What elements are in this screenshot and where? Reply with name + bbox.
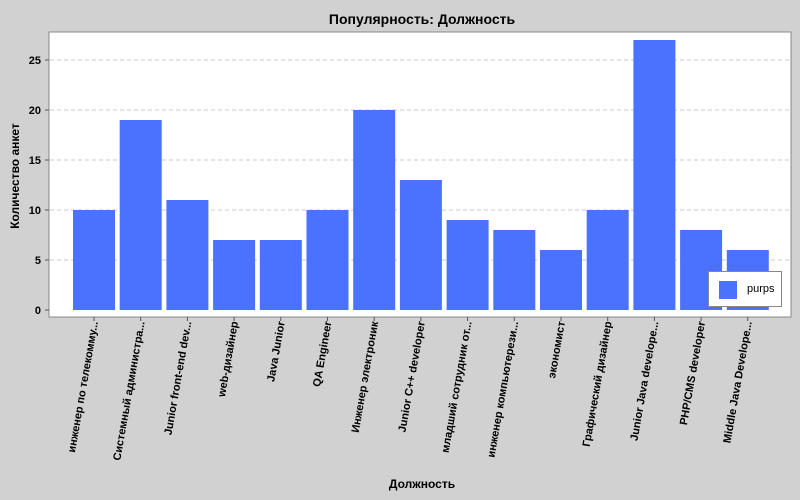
legend-label: purps (747, 283, 775, 295)
x-tick-label: Графический дизайнер (581, 320, 615, 447)
bar (306, 210, 349, 310)
bar (166, 200, 209, 310)
bar (586, 210, 629, 310)
x-tick-label: Junior C++ developer (397, 320, 428, 434)
bar (119, 120, 162, 310)
x-tick-label: Инженер электроник (350, 320, 382, 434)
y-tick-label: 15 (29, 155, 41, 167)
x-tick-label: инженер компьютерези... (485, 320, 521, 458)
y-tick-label: 10 (29, 205, 41, 217)
x-tick-label: PHP/CMS developer (678, 320, 708, 426)
x-tick-label: Middle Java Develope... (721, 320, 754, 444)
x-tick-label: экономист (546, 320, 568, 380)
x-tick-label: младший сотрудник от... (440, 320, 475, 453)
x-tick-label: инженер по телекомму... (66, 320, 101, 453)
bar (73, 210, 115, 310)
bar (633, 40, 676, 310)
bar (399, 180, 442, 310)
legend: purps (708, 271, 782, 307)
bar (213, 240, 256, 310)
x-axis-label: Должность (388, 477, 456, 491)
x-tick-label: Java Junior (265, 320, 288, 383)
bar (540, 250, 582, 310)
legend-swatch (719, 281, 737, 299)
bar (259, 240, 302, 310)
y-tick-label: 0 (35, 305, 41, 317)
x-tick-label: Junior Java develope... (629, 320, 662, 441)
bar (493, 230, 536, 310)
x-tick-label: Junior front-end dev... (163, 320, 195, 436)
bar (353, 110, 396, 310)
x-tick-label: Системный администра... (111, 320, 147, 461)
y-tick-label: 5 (35, 255, 41, 267)
y-tick-label: 20 (29, 105, 41, 117)
y-tick-label: 25 (29, 55, 41, 67)
bar (446, 220, 489, 310)
chart-title: Популярность: Должность (328, 11, 516, 27)
x-tick-label: QA Engineer (311, 320, 334, 388)
x-tick-label: web-дизайнер (216, 320, 241, 399)
